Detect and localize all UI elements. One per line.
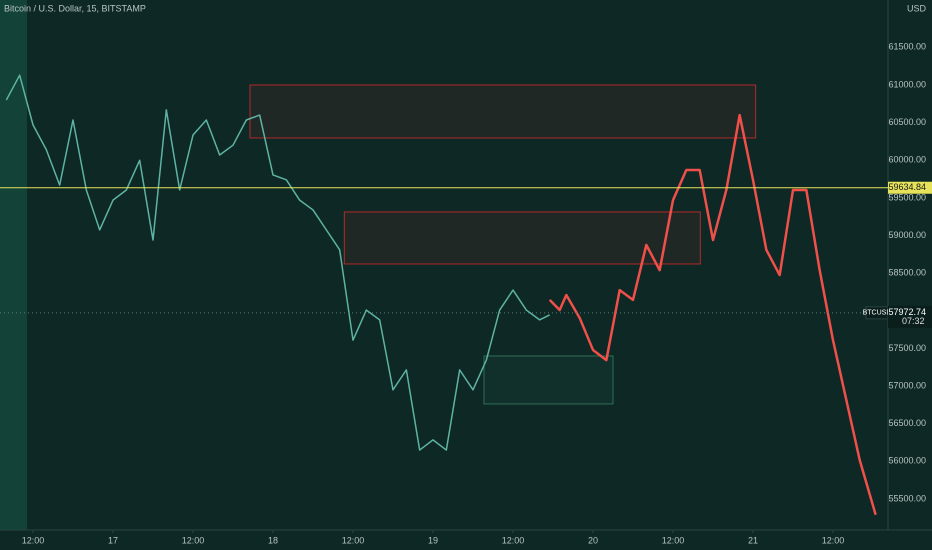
countdown-label: 07:32	[902, 316, 925, 326]
price-line	[5, 74, 550, 451]
y-tick-label: 58500.00	[888, 268, 926, 278]
x-tick-label: 20	[588, 535, 598, 545]
x-tick-label: 12:00	[182, 535, 205, 545]
x-tick-label: 19	[428, 535, 438, 545]
y-tick-label: 56500.00	[888, 418, 926, 428]
x-tick-label: 12:00	[502, 535, 525, 545]
x-tick-label: 12:00	[662, 535, 685, 545]
level-label: 59634.84	[888, 182, 926, 192]
x-tick-label: 12:00	[342, 535, 365, 545]
currency: USD	[907, 3, 927, 13]
y-tick-label: 60000.00	[888, 155, 926, 165]
price-tag	[888, 305, 932, 328]
y-tick-label: 56000.00	[888, 456, 926, 466]
x-tick-label: 12:00	[822, 535, 845, 545]
y-tick-label: 57500.00	[888, 343, 926, 353]
zone	[483, 355, 614, 405]
y-tick-label: 60500.00	[888, 117, 926, 127]
x-tick-label: 12:00	[22, 535, 45, 545]
chart-title: Bitcoin / U.S. Dollar, 15, BITSTAMP	[4, 3, 146, 13]
zone	[343, 211, 701, 265]
price-line	[548, 113, 877, 516]
y-tick-label: 61000.00	[888, 79, 926, 89]
y-tick-label: 55500.00	[888, 493, 926, 503]
x-tick-label: 21	[748, 535, 758, 545]
x-tick-label: 18	[268, 535, 278, 545]
y-tick-label: 59500.00	[888, 192, 926, 202]
last-price-label: 57972.74	[888, 307, 926, 317]
zone	[249, 84, 757, 139]
session-shade	[0, 0, 27, 530]
y-tick-label: 57000.00	[888, 380, 926, 390]
level-tag	[888, 181, 932, 194]
symbol-label: BTCUSD	[863, 310, 892, 317]
y-tick-label: 59000.00	[888, 230, 926, 240]
x-tick-label: 17	[108, 535, 118, 545]
y-tick-label: 61500.00	[888, 42, 926, 52]
